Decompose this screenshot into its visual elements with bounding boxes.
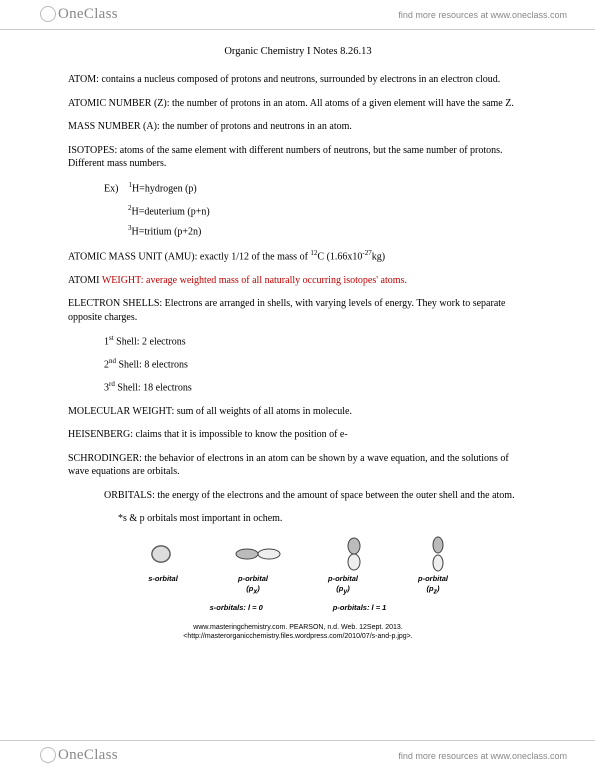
label-heisenberg: HEISENBERG: [68,429,133,440]
label-atomic-weight-b: WEIGHT [102,275,141,286]
shell1-text: Shell: 2 electrons [114,337,186,348]
doc-title: Organic Chemistry I Notes 8.26.13 [68,45,528,59]
shell2-sup: nd [109,357,116,365]
text-atom: contains a nucleus composed of protons a… [99,74,500,85]
label-atomic-number: ATOMIC NUMBER (Z): [68,98,169,109]
amu-text-c: kg) [372,251,385,262]
label-mass-number: MASS NUMBER (A): [68,121,160,132]
para-schrodinger: SCHRODINGER: the behavior of electrons i… [68,452,528,479]
sp-note: *s & p orbitals most important in ochem. [118,512,528,526]
example-row-2: 2H=deuterium (p+n) [128,204,528,219]
logo-ring-icon [40,6,56,22]
shell2-text: Shell: 8 electrons [116,360,188,371]
header-resources-link[interactable]: find more resources at www.oneclass.com [398,10,567,20]
label-schrodinger: SCHRODINGER: [68,453,142,464]
example-row-1: Ex) 1H=hydrogen (p) [104,181,528,196]
citation-line-2: <http://masterorganicchemistry.files.wor… [118,632,478,641]
label-molw: MOLECULAR WEIGHT: [68,406,174,417]
para-molecular-weight: MOLECULAR WEIGHT: sum of all weights of … [68,405,528,419]
para-amu: ATOMIC MASS UNIT (AMU): exactly 1/12 of … [68,249,528,264]
para-shells: ELECTRON SHELLS: Electrons are arranged … [68,297,528,324]
text-mass-number: the number of protons and neutrons in an… [160,121,352,132]
text-atomic-weight: : average weighted mass of all naturally… [141,275,407,286]
text-heisenberg: claims that it is impossible to know the… [133,429,348,440]
label-amu: ATOMIC MASS UNIT (AMU): [68,251,197,262]
text-orbitals: the energy of the electrons and the amou… [155,490,515,501]
s-quantum-label: s-orbitals: l = 0 [210,603,263,613]
footer-logo: OneClass [40,747,118,764]
label-orbitals: ORBITALS: [104,490,155,501]
shell-2: 2nd Shell: 8 electrons [104,357,528,372]
orbital-diagram: s-orbital p-orbital(px) p-orbital(py) p-… [118,536,478,641]
para-atomic-number: ATOMIC NUMBER (Z): the number of protons… [68,97,528,111]
footer-logo-class: Class [84,747,118,763]
ex1-text: H=hydrogen (p) [132,183,197,194]
document-body: Organic Chemistry I Notes 8.26.13 ATOM: … [68,45,528,641]
shell-1: 1st Shell: 2 electrons [104,334,528,349]
text-isotopes: atoms of the same element with different… [68,145,503,170]
py-orbital-icon [339,537,369,571]
label-pz-orbital: p-orbital(pz) [403,574,463,597]
label-px-orbital: p-orbital(px) [223,574,283,597]
text-atomic-number: the number of protons in an atom. All at… [169,98,513,109]
amu-text-b: C (1.66x10 [317,251,362,262]
s-orbital-icon [146,539,176,569]
p-quantum-label: p-orbitals: l = 1 [333,603,387,613]
ex2-text: H=deuterium (p+n) [132,206,210,217]
logo: OneClass [40,6,118,23]
para-orbitals: ORBITALS: the energy of the electrons an… [68,489,528,503]
logo-text-one: One [58,6,84,22]
label-py-orbital: p-orbital(py) [313,574,373,597]
orbital-quantum-row: s-orbitals: l = 0 p-orbitals: l = 1 [118,603,478,613]
footer-logo-one: One [58,747,84,763]
para-isotopes: ISOTOPES: atoms of the same element with… [68,144,528,171]
page-header: OneClass find more resources at www.onec… [0,0,595,30]
label-isotopes: ISOTOPES: [68,145,117,156]
px-orbital-icon [233,544,283,564]
label-atom: ATOM: [68,74,99,85]
para-atomic-weight: ATOMI WEIGHT: average weighted mass of a… [68,274,528,288]
example-label: Ex) [104,183,118,194]
shell-3: 3rd Shell: 18 electrons [104,380,528,395]
footer-resources-link[interactable]: find more resources at www.oneclass.com [398,751,567,761]
label-s-orbital: s-orbital [133,574,193,597]
amu-text-a: exactly 1/12 of the mass of [197,251,310,262]
label-atomic-weight-a: ATOMI [68,275,99,286]
para-heisenberg: HEISENBERG: claims that it is impossible… [68,428,528,442]
text-molw: sum of all weights of all atoms in molec… [174,406,352,417]
amu-exp: -27 [362,249,371,257]
logo-text-class: Class [84,6,118,22]
pz-orbital-icon [426,536,450,572]
citation-line-1: www.masteringchemistry.com. PEARSON, n.d… [118,623,478,632]
citation: www.masteringchemistry.com. PEARSON, n.d… [118,623,478,641]
orbital-labels-row: s-orbital p-orbital(px) p-orbital(py) p-… [118,574,478,597]
footer-logo-ring-icon [40,747,56,763]
page-footer: OneClass find more resources at www.onec… [0,740,595,770]
para-atom: ATOM: contains a nucleus composed of pro… [68,73,528,87]
shell3-text: Shell: 18 electrons [115,382,192,393]
label-shells: ELECTRON SHELLS: [68,298,162,309]
para-mass-number: MASS NUMBER (A): the number of protons a… [68,120,528,134]
ex3-text: H=tritium (p+2n) [132,227,202,238]
example-row-3: 3H=tritium (p+2n) [128,224,528,239]
orbital-shapes-row [118,536,478,572]
